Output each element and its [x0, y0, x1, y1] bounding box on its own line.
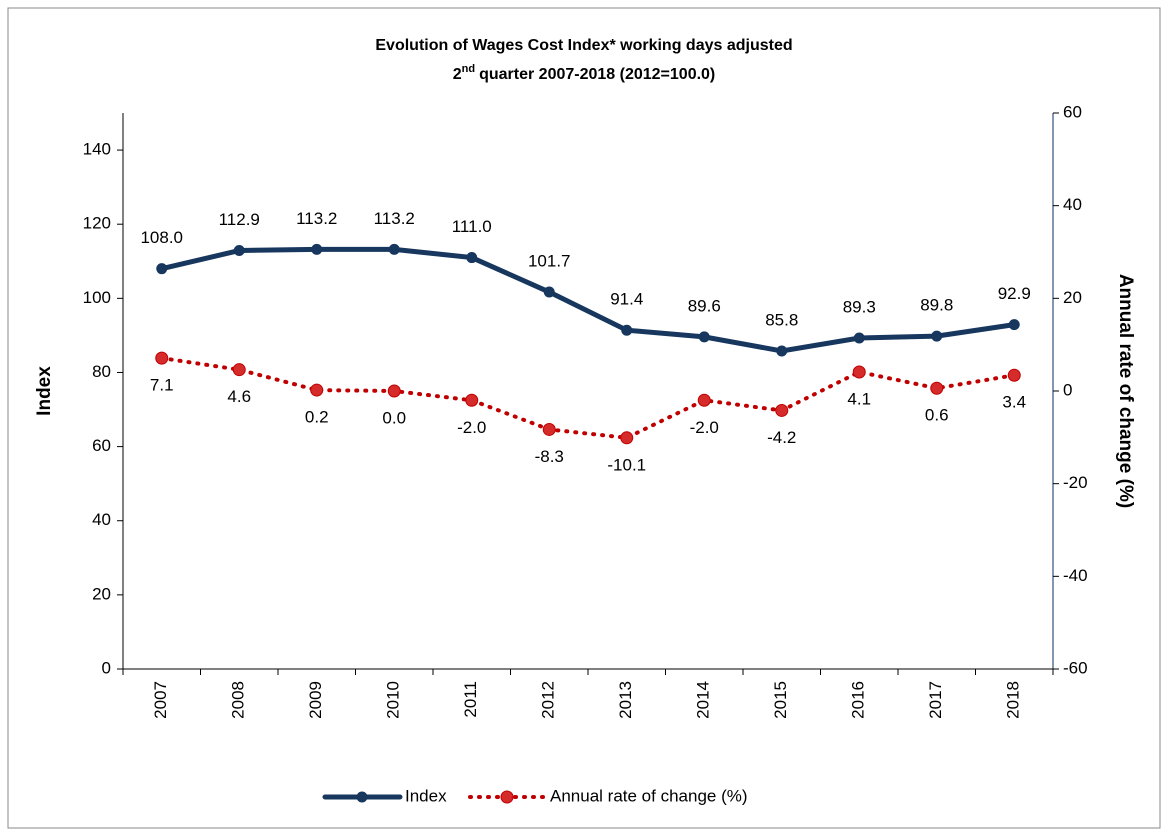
data-point — [543, 286, 555, 298]
data-point — [698, 331, 710, 343]
data-point — [930, 381, 944, 395]
x-tick-label: 2016 — [849, 681, 868, 719]
y2-tick-label: -40 — [1063, 566, 1088, 585]
x-tick-label: 2008 — [229, 681, 248, 719]
y-tick-label: 80 — [92, 362, 111, 381]
data-label: 112.9 — [219, 210, 260, 229]
x-tick-label: 2014 — [694, 681, 713, 719]
data-label: -2.0 — [690, 418, 719, 437]
legend-label: Index — [405, 786, 447, 805]
y2-tick-label: 0 — [1063, 380, 1072, 399]
legend-label: Annual rate of change (%) — [550, 786, 748, 805]
y-tick-label: 60 — [92, 436, 111, 455]
subtitle-part: quarter 2007-2018 (2012=100.0) — [479, 66, 715, 83]
data-point — [775, 403, 789, 417]
data-label: 89.8 — [920, 296, 953, 315]
data-label: -8.3 — [535, 447, 564, 466]
y2-tick-label: -20 — [1063, 473, 1088, 492]
x-tick-label: 2012 — [539, 681, 558, 719]
data-label: 91.4 — [610, 290, 643, 309]
subtitle-superscript: nd — [462, 63, 475, 75]
data-label: 85.8 — [765, 310, 798, 329]
data-point — [776, 345, 788, 357]
x-tick-label: 2017 — [926, 681, 945, 719]
series-line — [159, 246, 1017, 354]
x-tick-label: 2009 — [306, 681, 325, 719]
data-point — [311, 243, 323, 255]
chart-title: Evolution of Wages Cost Index* working d… — [375, 37, 792, 54]
data-label: 113.2 — [374, 209, 415, 228]
y2-tick-label: 40 — [1063, 195, 1082, 214]
data-label: 113.2 — [296, 209, 337, 228]
x-tick-label: 2007 — [151, 681, 170, 719]
y-tick-label: 140 — [83, 140, 111, 159]
y-tick-label: 100 — [83, 288, 111, 307]
data-point — [931, 330, 943, 342]
data-point — [387, 384, 401, 398]
data-point — [697, 393, 711, 407]
y-tick-label: 20 — [92, 584, 111, 603]
data-point — [542, 422, 556, 436]
x-tick-label: 2015 — [771, 681, 790, 719]
data-label: 101.7 — [528, 252, 571, 271]
data-label: 111.0 — [452, 217, 492, 236]
data-label: -2.0 — [457, 418, 486, 437]
data-label: 3.4 — [1002, 393, 1026, 412]
data-label: -10.1 — [607, 455, 646, 474]
data-label: 7.1 — [150, 376, 174, 395]
data-point — [232, 363, 246, 377]
data-label: 4.6 — [227, 387, 251, 406]
x-tick-label: 2013 — [616, 681, 635, 719]
x-tick-label: 2011 — [461, 681, 480, 718]
y-tick-label: 0 — [102, 658, 111, 677]
data-point — [233, 245, 245, 257]
y-axis-title: Index — [34, 366, 55, 416]
data-label: 108.0 — [140, 228, 183, 247]
chart-subtitle: 2nd quarter 2007-2018 (2012=100.0) — [453, 63, 716, 83]
data-label: 0.2 — [305, 408, 329, 427]
data-point — [466, 252, 478, 264]
legend-marker — [500, 790, 514, 804]
y-tick-label: 120 — [83, 214, 111, 233]
data-label: 89.6 — [688, 296, 721, 315]
y2-axis-title: Annual rate of change (%) — [1115, 274, 1136, 508]
data-label: 4.1 — [847, 389, 871, 408]
series-line — [159, 356, 1017, 440]
subtitle-part: 2 — [453, 66, 462, 83]
chart-frame — [7, 7, 1161, 829]
data-label: 89.3 — [843, 297, 876, 316]
y2-tick-label: -60 — [1063, 658, 1088, 677]
data-point — [1007, 368, 1021, 382]
data-point — [465, 393, 479, 407]
x-tick-label: 2010 — [384, 681, 403, 719]
data-point — [156, 263, 168, 275]
data-point — [620, 431, 634, 445]
y2-tick-label: 20 — [1063, 288, 1082, 307]
data-point — [852, 365, 866, 379]
data-label: 92.9 — [998, 284, 1031, 303]
data-point — [310, 383, 324, 397]
legend-marker — [356, 791, 368, 803]
data-point — [155, 351, 169, 365]
data-point — [853, 332, 865, 344]
data-point — [388, 243, 400, 255]
data-label: 0.0 — [382, 408, 406, 427]
data-point — [1008, 319, 1020, 331]
y2-tick-label: 60 — [1063, 102, 1082, 121]
data-label: 0.6 — [925, 406, 949, 425]
y-tick-label: 40 — [92, 510, 111, 529]
data-point — [621, 324, 633, 336]
x-tick-label: 2018 — [1004, 681, 1023, 719]
data-label: -4.2 — [767, 428, 796, 447]
